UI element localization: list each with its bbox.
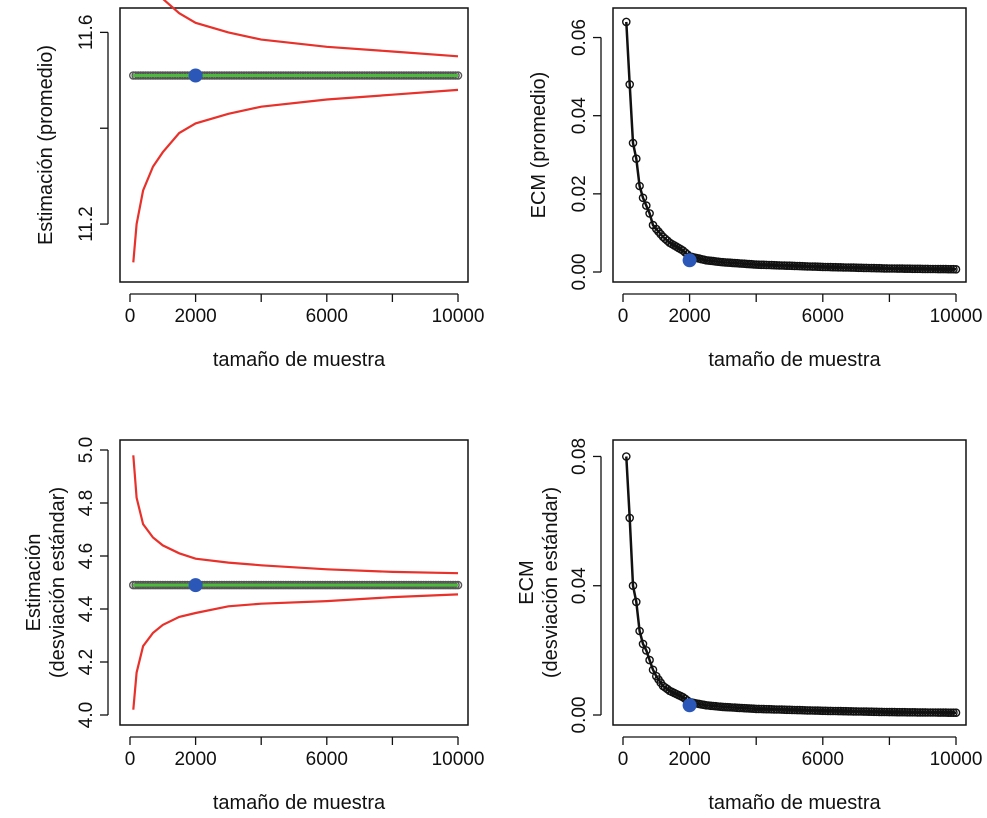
x-tick-label: 0 xyxy=(125,749,136,770)
x-tick-label: 2000 xyxy=(668,749,710,770)
data-point xyxy=(949,264,958,274)
y-tick-label: 0.04 xyxy=(569,567,590,604)
x-tick-label: 10000 xyxy=(930,306,983,327)
x-tick-label: 6000 xyxy=(802,749,844,770)
y-tick-label: 4.4 xyxy=(76,595,97,622)
data-point xyxy=(946,264,956,274)
y-axis-label: (desviación estándar) xyxy=(540,487,562,678)
series-line xyxy=(132,593,459,710)
panel-1: 0 2000 6000 10000 tamaño de muestra 11.2 11.6 E… xyxy=(35,0,484,371)
x-tick-label: 6000 xyxy=(306,306,348,327)
plot-frame xyxy=(119,439,469,726)
y-tick-label: 0.02 xyxy=(569,175,590,212)
series-line xyxy=(132,88,459,263)
y-tick-label: 0.06 xyxy=(569,19,590,56)
plot-frame xyxy=(612,439,967,726)
y-tick-label: 0.08 xyxy=(569,438,590,475)
x-tick-label: 6000 xyxy=(306,749,348,770)
series-line xyxy=(162,0,459,58)
panel-3: 0 2000 6000 10000 tamaño de muestra 4.0 4.2 4.4… xyxy=(23,437,484,814)
series-line xyxy=(625,456,957,714)
data-point xyxy=(642,646,651,655)
data-point xyxy=(652,224,661,234)
y-tick-label: 4.6 xyxy=(76,543,97,569)
data-point xyxy=(628,138,638,148)
x-tick-label: 2000 xyxy=(668,306,710,327)
y-axis-label: (desviación estándar) xyxy=(47,487,69,678)
highlight-point xyxy=(682,698,697,713)
data-point xyxy=(663,684,672,694)
y-tick-label: 0.00 xyxy=(569,697,590,734)
data-point xyxy=(642,201,651,210)
y-tick-label: 4.0 xyxy=(76,702,97,728)
highlight-point xyxy=(682,253,697,268)
data-point xyxy=(648,665,658,675)
plot-frame xyxy=(612,7,967,283)
highlight-point xyxy=(188,578,203,593)
x-axis-label: tamaño de muestra xyxy=(213,349,386,371)
data-point xyxy=(632,597,641,607)
y-axis-label: ECM (promedio) xyxy=(528,72,550,219)
x-tick-label: 6000 xyxy=(802,306,844,327)
y-tick-label: 0.04 xyxy=(569,97,590,134)
y-tick-label: 0.00 xyxy=(569,254,590,291)
data-point xyxy=(622,17,631,27)
data-point xyxy=(638,193,648,203)
x-tick-label: 10000 xyxy=(432,749,485,770)
x-tick-label: 0 xyxy=(618,306,629,327)
data-point xyxy=(951,264,961,274)
y-tick-label: 5.0 xyxy=(76,437,97,463)
data-point xyxy=(628,581,638,591)
y-tick-label: 4.8 xyxy=(76,490,97,516)
panel-4: 0 2000 6000 10000 tamaño de muestra 0.00 0.04 0… xyxy=(516,438,982,814)
y-axis-label: Estimación (promedio) xyxy=(35,45,57,245)
y-tick-label: 11.6 xyxy=(76,15,97,51)
data-point xyxy=(949,708,958,718)
x-axis-label: tamaño de muestra xyxy=(708,349,881,371)
series-line xyxy=(625,21,957,271)
data-point xyxy=(946,708,956,718)
x-tick-label: 0 xyxy=(125,306,136,327)
data-point xyxy=(635,626,644,636)
x-axis-label: tamaño de muestra xyxy=(213,792,386,814)
data-point xyxy=(645,655,654,665)
data-point xyxy=(635,181,644,191)
y-tick-label: 4.2 xyxy=(76,649,97,675)
x-axis-label: tamaño de muestra xyxy=(708,792,881,814)
data-point xyxy=(622,452,631,461)
data-point xyxy=(625,80,635,89)
panel-2: 0 2000 6000 10000 tamaño de muestra 0.00 0.02 0… xyxy=(528,7,983,371)
y-axis-label: ECM xyxy=(516,560,538,604)
x-tick-label: 2000 xyxy=(174,306,216,327)
x-tick-label: 0 xyxy=(618,749,629,770)
data-point xyxy=(656,229,666,239)
highlight-point xyxy=(188,68,203,83)
x-tick-label: 10000 xyxy=(930,749,983,770)
y-axis-label: Estimación xyxy=(23,534,45,632)
data-point xyxy=(654,227,663,236)
y-tick-label: 11.2 xyxy=(76,206,97,242)
series-line xyxy=(132,455,459,575)
data-point xyxy=(632,154,641,163)
data-point xyxy=(951,708,961,718)
data-point xyxy=(638,639,648,649)
x-tick-label: 2000 xyxy=(174,749,216,770)
data-point xyxy=(625,513,635,523)
data-point xyxy=(645,209,654,218)
plot-frame xyxy=(119,7,469,283)
x-tick-label: 10000 xyxy=(432,306,485,327)
